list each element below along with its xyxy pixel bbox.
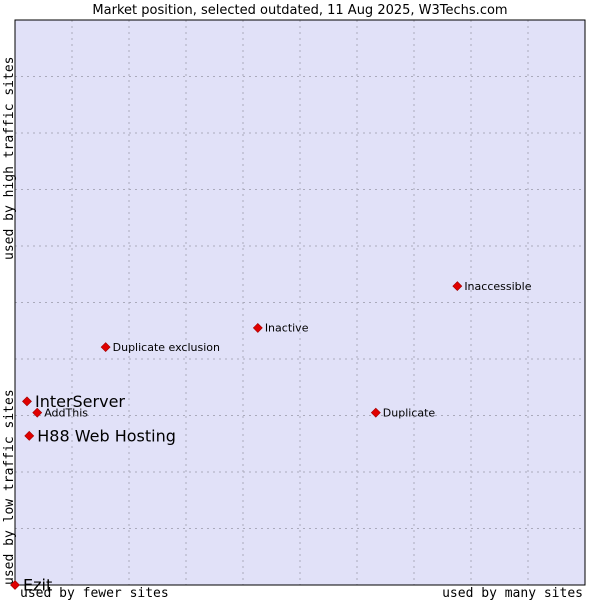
x-axis-low-label: used by fewer sites (20, 586, 169, 600)
data-point-marker (452, 281, 463, 292)
data-point-label: Duplicate exclusion (113, 341, 220, 354)
data-point-marker (32, 407, 43, 418)
data-point-label: Inaccessible (464, 280, 531, 293)
chart-title: Market position, selected outdated, 11 A… (92, 3, 507, 18)
data-point-label: AddThis (44, 406, 88, 419)
y-axis-high-label: used by high traffic sites (2, 57, 17, 261)
y-axis-low-label: used by low traffic sites (2, 389, 17, 585)
data-point-label: Inactive (265, 322, 309, 335)
data-point-marker (24, 430, 35, 441)
data-point-marker (370, 407, 381, 418)
data-point-label: Duplicate (383, 406, 436, 419)
data-point-marker (100, 342, 111, 353)
x-axis-high-label: used by many sites (442, 586, 583, 600)
data-point-label: H88 Web Hosting (37, 426, 176, 445)
grid-lines (15, 20, 585, 585)
data-point-label: Ezit (23, 576, 52, 595)
plot-frame (14, 19, 586, 586)
data-point-marker (22, 396, 32, 407)
data-point-marker (252, 323, 263, 333)
data-point-label: InterServer (35, 392, 125, 411)
data-point-marker (10, 580, 20, 590)
